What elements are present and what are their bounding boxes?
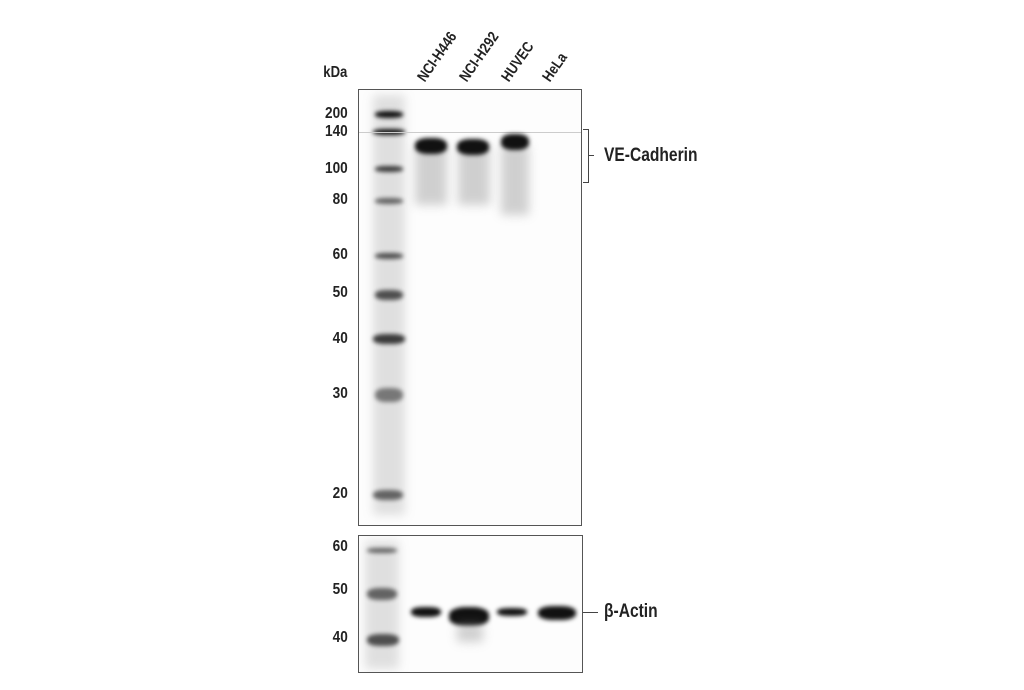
- blot-panel-bottom: [358, 535, 583, 673]
- unit-label: kDa: [323, 64, 348, 81]
- protein-band: [415, 138, 447, 154]
- marker-label: 60: [332, 538, 348, 555]
- marker-label: 100: [325, 160, 348, 177]
- marker-label: 50: [332, 284, 348, 301]
- ladder-band: [375, 253, 403, 259]
- protein-band: [501, 134, 529, 150]
- protein-band: [449, 607, 489, 626]
- marker-label: 200: [325, 105, 348, 122]
- protein-band: [411, 607, 441, 617]
- protein-band: [538, 606, 576, 620]
- protein-band: [497, 608, 527, 616]
- ladder-band: [373, 334, 405, 344]
- ladder-band: [367, 588, 397, 600]
- marker-label: 140: [325, 123, 348, 140]
- lane-label: HUVEC: [498, 38, 538, 85]
- ladder-band: [367, 548, 397, 553]
- marker-label: 30: [332, 385, 348, 402]
- marker-label: 20: [332, 485, 348, 502]
- ladder-band: [375, 198, 403, 204]
- ladder-band: [375, 111, 403, 118]
- ladder-band: [375, 290, 403, 300]
- target-bracket: [583, 129, 589, 183]
- lane-label: HeLa: [539, 49, 571, 85]
- ladder-band: [367, 634, 399, 646]
- ladder-band: [375, 388, 403, 402]
- ladder-band: [375, 166, 403, 172]
- target-label-bottom: β-Actin: [604, 601, 658, 622]
- marker-label: 50: [332, 581, 348, 598]
- lane-label: NCI-H446: [414, 28, 461, 85]
- target-label-top: VE-Cadherin: [604, 145, 698, 166]
- marker-label: 40: [332, 330, 348, 347]
- protein-band: [457, 139, 489, 155]
- marker-label: 40: [332, 629, 348, 646]
- ladder-band: [373, 490, 403, 500]
- lane-label: NCI-H292: [456, 28, 503, 85]
- marker-label: 80: [332, 191, 348, 208]
- blot-panel-top: [358, 89, 582, 526]
- marker-label: 60: [332, 246, 348, 263]
